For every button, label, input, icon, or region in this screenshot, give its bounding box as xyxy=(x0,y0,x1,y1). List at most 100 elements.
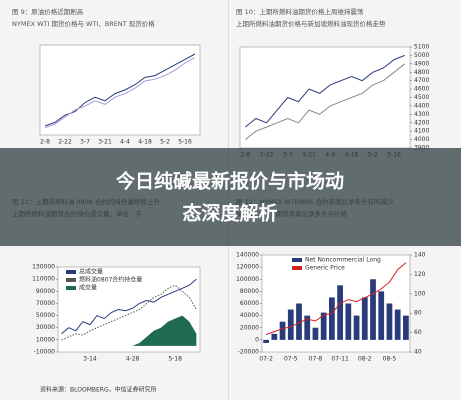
y-tick-label: 100000 xyxy=(236,276,259,283)
x-tick-label: 4-18 xyxy=(138,139,152,146)
y-tick-label: 4200 xyxy=(414,119,429,126)
x-tick-label: 2-8 xyxy=(40,139,50,146)
x-tick-label: 08-5 xyxy=(383,356,397,363)
bar xyxy=(320,312,327,340)
bar xyxy=(263,339,269,343)
legend-swatch xyxy=(292,266,302,270)
y-tick-label: 60000 xyxy=(240,300,259,307)
y-tick-label: 130000 xyxy=(32,264,55,271)
line xyxy=(61,284,197,341)
bar xyxy=(287,309,294,340)
x-tick-label: 4-4 xyxy=(120,139,130,146)
y2-tick-label: 140 xyxy=(414,252,426,259)
bar xyxy=(337,285,343,340)
bar xyxy=(312,327,319,340)
y-tick-label: 50000 xyxy=(36,312,55,319)
y-tick-label: 5100 xyxy=(414,44,429,51)
bar xyxy=(296,303,302,340)
legend-swatch xyxy=(66,270,76,274)
x-tick-label: 5-16 xyxy=(178,139,192,146)
y-tick-label: 4800 xyxy=(414,69,429,76)
y-tick-label: -10000 xyxy=(34,349,55,356)
y-tick-label: 20000 xyxy=(240,324,259,331)
chart-title: 图 9：原油价格近期剧高 xyxy=(12,7,84,16)
bar xyxy=(345,303,352,340)
y-tick-label: 4900 xyxy=(414,60,429,67)
bar xyxy=(271,333,278,340)
line xyxy=(244,54,405,128)
x-tick-label: 5-18 xyxy=(168,356,182,363)
bar xyxy=(386,303,393,340)
banner-band xyxy=(0,148,461,246)
y-tick-label: 30000 xyxy=(36,324,55,331)
y-tick-label: 90000 xyxy=(36,288,55,295)
x-tick-label: 07-8 xyxy=(309,356,323,363)
x-tick-label: 5-2 xyxy=(160,139,170,146)
x-tick-label: 2-22 xyxy=(58,139,72,146)
x-tick-label: 08-2 xyxy=(358,356,372,363)
legend-swatch xyxy=(66,286,76,290)
bar xyxy=(370,279,376,340)
y-tick-label: 4700 xyxy=(414,77,429,84)
line xyxy=(44,57,196,129)
line xyxy=(265,262,407,335)
area xyxy=(61,315,197,346)
chart-title: 图 10：上期所燃料油期货价格上周维持震荡 xyxy=(236,7,364,16)
y-tick-label: 140000 xyxy=(236,252,259,259)
y-tick-label: 4300 xyxy=(414,111,429,118)
bar xyxy=(279,321,286,340)
bar xyxy=(403,315,409,340)
y-tick-label: 4400 xyxy=(414,102,429,109)
legend-label: Net Noncommercial Long xyxy=(305,257,381,264)
plot-area xyxy=(39,44,201,136)
x-tick-label: 3-7 xyxy=(80,139,90,146)
y-tick-label: 40000 xyxy=(240,312,259,319)
y2-tick-label: 40 xyxy=(414,349,422,356)
chart-subtitle: 上期所燃料油期货价格与新加坡燃料油现货价格走势 xyxy=(236,19,386,28)
x-tick-label: 3-21 xyxy=(98,139,112,146)
x-tick-label: 07-2 xyxy=(259,356,273,363)
plot-area xyxy=(239,46,411,149)
y-tick-label: 70000 xyxy=(36,300,55,307)
legend-swatch xyxy=(292,258,302,262)
y-tick-label: 4600 xyxy=(414,86,429,93)
y-tick-label: 4100 xyxy=(414,128,429,135)
y2-tick-label: 100 xyxy=(414,290,426,297)
bar xyxy=(361,297,368,340)
y2-tick-label: 60 xyxy=(414,329,422,336)
y-tick-label: -20000 xyxy=(238,349,259,356)
banner-title: 态深度解析 xyxy=(182,202,277,225)
bar xyxy=(394,309,401,340)
y2-tick-label: 120 xyxy=(414,271,426,278)
y-tick-label: 110000 xyxy=(32,276,55,283)
x-tick-label: 07-11 xyxy=(331,356,349,363)
y-tick-label: 5000 xyxy=(414,52,429,59)
y-tick-label: 4000 xyxy=(414,136,429,143)
line xyxy=(61,278,197,335)
footer: 资料来源：BLOOMBERG，中信证券研究所 xyxy=(40,386,157,394)
x-tick-label: 3-14 xyxy=(83,356,97,363)
chart-subtitle: NYMEX WTI 期货价格与 WTI、BRENT 现货价格 xyxy=(12,19,155,28)
legend-label: Generic Price xyxy=(305,265,345,272)
line xyxy=(244,63,406,140)
x-tick-label: 4-28 xyxy=(126,356,140,363)
plot-area xyxy=(261,254,411,353)
bar xyxy=(329,297,335,340)
banner-title: 今日纯碱最新报价与市场动 xyxy=(115,170,344,193)
bar xyxy=(304,315,311,340)
y-tick-label: 10000 xyxy=(36,336,55,343)
y-tick-label: 120000 xyxy=(236,264,259,271)
y2-tick-label: 80 xyxy=(414,310,422,317)
bar xyxy=(353,315,360,340)
y-tick-label: 0 xyxy=(255,336,259,343)
y-tick-label: 4500 xyxy=(414,94,429,101)
legend-swatch xyxy=(66,278,76,282)
legend-label: 燃料油0807合约持仓量 xyxy=(79,276,142,284)
legend-label: 成交量 xyxy=(79,284,97,292)
bar xyxy=(378,291,385,340)
x-tick-label: 07-5 xyxy=(284,356,298,363)
legend-label: 总成交量 xyxy=(79,268,103,276)
y-tick-label: 80000 xyxy=(240,288,259,295)
